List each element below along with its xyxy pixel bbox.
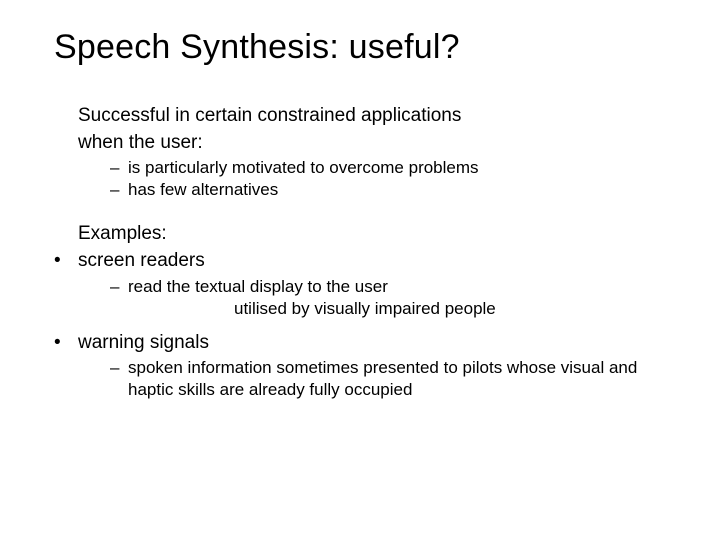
slide: Speech Synthesis: useful? Successful in … [0,0,720,540]
intro-sub-1: is particularly motivated to overcome pr… [54,157,666,179]
intro-line-2: when the user: [54,130,666,155]
example-2: warning signals [54,330,666,355]
intro-sub-2: has few alternatives [54,179,666,201]
example-1-sub-line2: utilised by visually impaired people [54,298,666,320]
slide-title: Speech Synthesis: useful? [54,28,666,67]
spacer [54,320,666,330]
intro-line-1: Successful in certain constrained applic… [54,103,666,128]
examples-heading: Examples: [54,221,666,246]
example-1: screen readers [54,248,666,273]
spacer [54,201,666,221]
example-1-sub-line1: read the textual display to the user [54,276,666,298]
example-2-sub: spoken information sometimes presented t… [54,357,666,401]
